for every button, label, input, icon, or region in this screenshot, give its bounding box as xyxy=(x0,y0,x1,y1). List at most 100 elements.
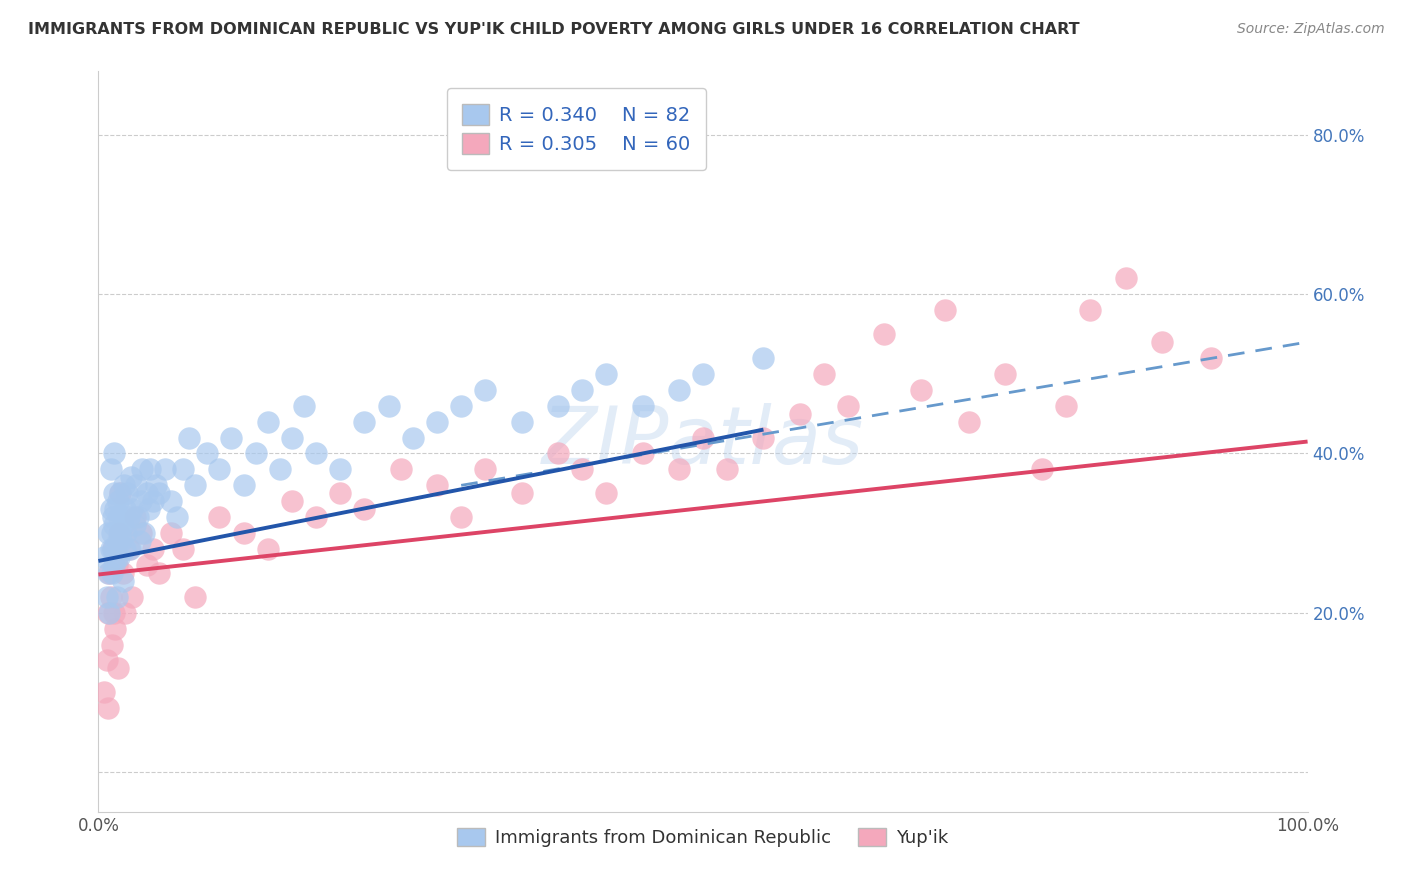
Point xyxy=(716,462,738,476)
Point xyxy=(160,526,183,541)
Point xyxy=(353,502,375,516)
Point xyxy=(118,510,141,524)
Point xyxy=(910,383,932,397)
Point xyxy=(108,486,131,500)
Point xyxy=(281,494,304,508)
Point xyxy=(148,566,170,580)
Point xyxy=(117,486,139,500)
Point xyxy=(142,541,165,556)
Point xyxy=(111,574,134,588)
Point xyxy=(813,367,835,381)
Point xyxy=(100,462,122,476)
Point xyxy=(377,399,399,413)
Point xyxy=(93,685,115,699)
Point xyxy=(104,622,127,636)
Point xyxy=(97,526,120,541)
Point xyxy=(547,446,569,460)
Point xyxy=(160,494,183,508)
Point xyxy=(110,534,132,549)
Point xyxy=(245,446,267,460)
Point xyxy=(100,526,122,541)
Point xyxy=(107,661,129,675)
Point xyxy=(111,518,134,533)
Point xyxy=(129,526,152,541)
Point xyxy=(292,399,315,413)
Point xyxy=(474,383,496,397)
Point xyxy=(145,478,167,492)
Point xyxy=(389,462,412,476)
Text: Source: ZipAtlas.com: Source: ZipAtlas.com xyxy=(1237,22,1385,37)
Point xyxy=(139,462,162,476)
Point xyxy=(232,526,254,541)
Point xyxy=(184,590,207,604)
Point xyxy=(692,431,714,445)
Point xyxy=(450,399,472,413)
Point xyxy=(256,415,278,429)
Point xyxy=(121,502,143,516)
Point xyxy=(124,510,146,524)
Point xyxy=(96,590,118,604)
Point xyxy=(1152,334,1174,349)
Point xyxy=(166,510,188,524)
Point xyxy=(101,541,124,556)
Point xyxy=(668,462,690,476)
Point xyxy=(353,415,375,429)
Point xyxy=(426,415,449,429)
Point xyxy=(1115,271,1137,285)
Point xyxy=(108,526,131,541)
Point xyxy=(256,541,278,556)
Point xyxy=(1078,303,1101,318)
Point xyxy=(107,534,129,549)
Point xyxy=(837,399,859,413)
Point xyxy=(121,590,143,604)
Point xyxy=(100,541,122,556)
Point xyxy=(631,446,654,460)
Point xyxy=(184,478,207,492)
Point xyxy=(208,462,231,476)
Point xyxy=(305,510,328,524)
Point xyxy=(118,541,141,556)
Point xyxy=(131,462,153,476)
Point xyxy=(595,486,617,500)
Point xyxy=(101,541,124,556)
Point xyxy=(281,431,304,445)
Point xyxy=(305,446,328,460)
Point xyxy=(142,494,165,508)
Point xyxy=(1199,351,1222,365)
Point xyxy=(172,541,194,556)
Point xyxy=(135,558,157,572)
Point xyxy=(101,510,124,524)
Point xyxy=(474,462,496,476)
Point xyxy=(402,431,425,445)
Point xyxy=(631,399,654,413)
Point xyxy=(93,549,115,564)
Point xyxy=(100,638,122,652)
Point xyxy=(124,518,146,533)
Point xyxy=(108,486,131,500)
Point xyxy=(138,502,160,516)
Point xyxy=(114,502,136,516)
Point xyxy=(450,510,472,524)
Point xyxy=(752,431,775,445)
Point xyxy=(103,518,125,533)
Point xyxy=(221,431,243,445)
Point xyxy=(789,407,811,421)
Point xyxy=(97,606,120,620)
Point xyxy=(934,303,956,318)
Point xyxy=(232,478,254,492)
Point xyxy=(120,470,142,484)
Point xyxy=(100,502,122,516)
Point xyxy=(98,606,121,620)
Point xyxy=(994,367,1017,381)
Point xyxy=(97,566,120,580)
Point xyxy=(100,566,122,580)
Point xyxy=(111,566,134,580)
Point xyxy=(100,590,122,604)
Point xyxy=(1054,399,1077,413)
Point xyxy=(105,558,128,572)
Point xyxy=(107,494,129,508)
Point xyxy=(426,478,449,492)
Point xyxy=(571,383,593,397)
Point xyxy=(103,446,125,460)
Point xyxy=(692,367,714,381)
